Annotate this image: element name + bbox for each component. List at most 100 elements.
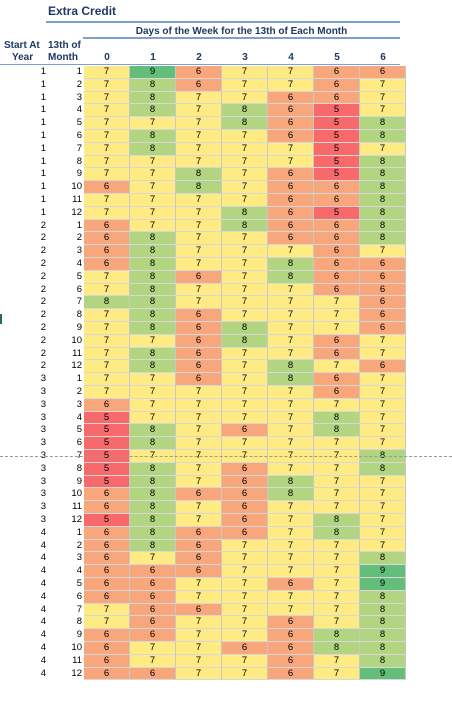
day-count-cell[interactable]: 6 — [130, 603, 176, 617]
cell-year[interactable]: 4 — [40, 539, 46, 551]
day-count-cell[interactable]: 7 — [222, 245, 268, 258]
day-count-cell[interactable]: 7 — [314, 488, 360, 502]
day-count-cell[interactable]: 7 — [222, 603, 268, 617]
day-count-cell[interactable]: 7 — [268, 322, 314, 335]
day-count-cell[interactable]: 8 — [222, 322, 268, 335]
day-count-cell[interactable]: 7 — [268, 309, 314, 322]
day-count-cell[interactable]: 7 — [268, 386, 314, 399]
cell-year[interactable]: 1 — [40, 78, 46, 90]
day-count-cell[interactable]: 6 — [130, 590, 176, 604]
day-count-cell[interactable]: 8 — [130, 232, 176, 246]
day-count-cell[interactable]: 8 — [360, 117, 406, 130]
day-count-cell[interactable]: 8 — [314, 514, 360, 527]
cell-month[interactable]: 6 — [76, 590, 82, 602]
day-count-cell[interactable]: 7 — [176, 642, 222, 655]
day-count-cell[interactable]: 6 — [84, 501, 130, 514]
day-count-cell[interactable]: 6 — [268, 181, 314, 194]
day-count-cell[interactable]: 7 — [314, 565, 360, 578]
day-count-cell[interactable]: 5 — [314, 117, 360, 130]
cell-month[interactable]: 5 — [76, 424, 82, 436]
cell-month[interactable]: 3 — [76, 398, 82, 410]
cell-month[interactable]: 11 — [72, 347, 82, 359]
day-count-cell[interactable]: 7 — [314, 552, 360, 566]
day-count-cell[interactable]: 7 — [130, 168, 176, 182]
day-count-cell[interactable]: 7 — [176, 514, 222, 527]
day-count-cell[interactable]: 7 — [130, 194, 176, 207]
day-count-cell[interactable]: 8 — [268, 373, 314, 386]
day-count-cell[interactable]: 7 — [360, 501, 406, 514]
day-count-cell[interactable]: 7 — [314, 501, 360, 514]
day-count-cell[interactable]: 7 — [176, 398, 222, 412]
day-count-cell[interactable]: 7 — [176, 206, 222, 220]
day-count-cell[interactable]: 8 — [176, 168, 222, 182]
day-count-cell[interactable]: 7 — [222, 654, 268, 668]
cell-year[interactable]: 2 — [40, 334, 46, 346]
cell-month[interactable]: 3 — [76, 91, 82, 103]
day-count-cell[interactable]: 7 — [360, 334, 406, 348]
cell-month[interactable]: 4 — [76, 104, 82, 116]
cell-month[interactable]: 10 — [71, 642, 82, 653]
cell-year[interactable]: 1 — [40, 130, 46, 141]
day-count-cell[interactable]: 7 — [268, 437, 314, 450]
day-count-cell[interactable]: 7 — [84, 270, 130, 284]
day-count-cell[interactable]: 7 — [176, 501, 222, 514]
day-count-cell[interactable]: 8 — [130, 360, 176, 374]
day-count-cell[interactable]: 8 — [314, 424, 360, 438]
day-count-cell[interactable]: 7 — [222, 552, 268, 566]
cell-month[interactable]: 4 — [76, 565, 82, 577]
day-count-cell[interactable]: 7 — [176, 245, 222, 258]
day-count-cell[interactable]: 7 — [130, 219, 176, 233]
day-count-cell[interactable]: 6 — [268, 104, 314, 118]
day-count-cell[interactable]: 7 — [130, 654, 176, 668]
day-count-cell[interactable]: 6 — [268, 194, 314, 207]
cell-year[interactable]: 1 — [40, 142, 46, 154]
day-count-cell[interactable]: 7 — [360, 142, 406, 156]
day-count-cell[interactable]: 6 — [268, 616, 314, 630]
day-count-cell[interactable]: 7 — [176, 616, 222, 630]
cell-month[interactable]: 12 — [71, 667, 82, 679]
cell-month[interactable]: 7 — [76, 142, 82, 154]
day-count-cell[interactable]: 6 — [176, 488, 222, 502]
day-count-cell[interactable]: 7 — [84, 334, 130, 348]
day-count-cell[interactable]: 6 — [314, 181, 360, 194]
day-count-cell[interactable]: 6 — [314, 373, 360, 386]
day-count-cell[interactable]: 7 — [222, 270, 268, 284]
day-count-cell[interactable]: 7 — [268, 526, 314, 540]
day-count-cell[interactable]: 7 — [176, 462, 222, 476]
day-count-cell[interactable]: 7 — [222, 347, 268, 361]
day-count-cell[interactable]: 8 — [360, 181, 406, 194]
day-count-cell[interactable]: 6 — [314, 66, 360, 79]
day-count-cell[interactable]: 6 — [176, 552, 222, 566]
day-count-cell[interactable]: 7 — [84, 155, 130, 169]
day-count-cell[interactable]: 7 — [84, 130, 130, 143]
day-count-cell[interactable]: 7 — [314, 654, 360, 668]
day-count-cell[interactable]: 7 — [130, 373, 176, 386]
day-count-cell[interactable]: 8 — [360, 654, 406, 668]
cell-year[interactable]: 2 — [40, 309, 46, 321]
day-count-cell[interactable]: 7 — [268, 296, 314, 310]
cell-month[interactable]: 6 — [76, 130, 82, 141]
day-count-cell[interactable]: 7 — [130, 117, 176, 130]
day-count-cell[interactable]: 7 — [84, 309, 130, 322]
day-count-cell[interactable]: 6 — [84, 578, 130, 591]
day-count-cell[interactable]: 6 — [176, 347, 222, 361]
day-count-cell[interactable]: 7 — [130, 181, 176, 194]
day-count-cell[interactable]: 6 — [84, 539, 130, 553]
day-count-cell[interactable]: 8 — [314, 642, 360, 655]
day-count-cell[interactable]: 8 — [360, 219, 406, 233]
day-count-cell[interactable]: 7 — [314, 462, 360, 476]
cell-year[interactable]: 4 — [40, 667, 46, 679]
day-count-cell[interactable]: 7 — [176, 424, 222, 438]
day-count-cell[interactable]: 8 — [130, 539, 176, 553]
cell-month[interactable]: 7 — [76, 450, 82, 461]
day-count-cell[interactable]: 6 — [360, 296, 406, 310]
day-count-cell[interactable]: 8 — [360, 155, 406, 169]
day-count-cell[interactable]: 6 — [176, 373, 222, 386]
cell-year[interactable]: 3 — [40, 398, 46, 410]
cell-month[interactable]: 10 — [71, 488, 82, 500]
day-count-cell[interactable]: 6 — [176, 66, 222, 79]
cell-month[interactable]: 7 — [76, 296, 82, 308]
day-count-cell[interactable]: 7 — [176, 411, 222, 425]
cell-year[interactable]: 3 — [40, 450, 46, 461]
day-count-cell[interactable]: 6 — [314, 219, 360, 233]
